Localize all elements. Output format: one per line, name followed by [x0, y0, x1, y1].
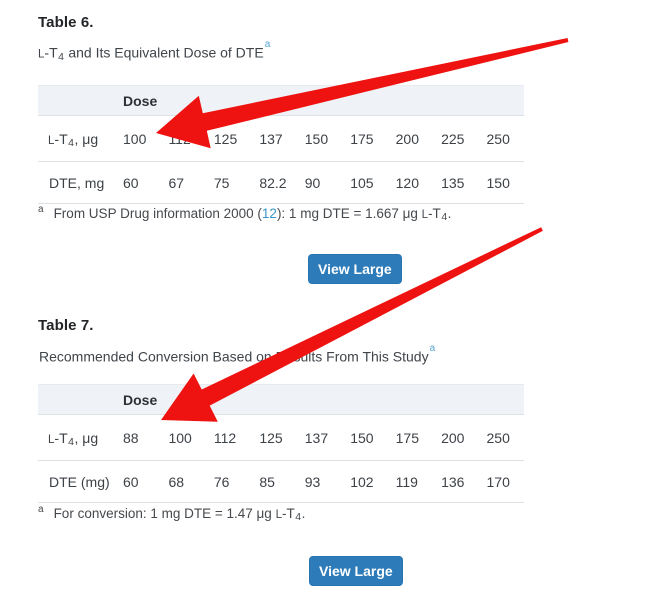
- table7-caption: Recommended Conversion Based on Results …: [38, 343, 435, 365]
- row-label-cell: DTE, mg: [49, 174, 105, 191]
- table6-lt4-row: L-T4, μg 100 112 125 137 150 175 200 225…: [38, 116, 524, 162]
- dose-value-cell: 93: [304, 473, 321, 490]
- dose-value-cell: 170: [486, 473, 510, 490]
- footnote-text: -T: [428, 206, 441, 221]
- table6-title: Table 6.: [38, 14, 94, 31]
- caption-subscript: 4: [58, 50, 64, 63]
- row-label-cell: L-T4, μg: [48, 130, 99, 149]
- row-label-cell: DTE (mg): [49, 473, 110, 490]
- caption-rest: and Its Equivalent Dose of DTE: [64, 44, 264, 61]
- footnote-subscript: 4: [441, 211, 448, 223]
- dose-value-cell: 105: [350, 174, 374, 191]
- dose-value-cell: 75: [213, 174, 230, 191]
- table6-header-row: Dose: [38, 85, 524, 116]
- table7-lt4-row: L-T4, μg 88 100 112 125 137 150 175 200 …: [38, 415, 524, 461]
- table6-dte-row: DTE, mg 60 67 75 82.2 90 105 120 135 150: [38, 162, 524, 204]
- table6-view-large-button[interactable]: View Large: [308, 254, 402, 284]
- dose-value-cell: 200: [395, 130, 419, 147]
- dose-value-cell: 68: [168, 473, 185, 490]
- footnote-mark: a: [38, 204, 44, 215]
- table7-title: Table 7.: [38, 317, 94, 334]
- dose-value-cell: 90: [304, 174, 321, 191]
- dose-value-cell: 150: [486, 174, 510, 191]
- dose-value-cell: 175: [350, 130, 374, 147]
- footnote-text: ): 1 mg DTE = 1.667 μg: [276, 206, 422, 221]
- table7-footnote: a For conversion: 1 mg DTE = 1.47 μg L-T4…: [38, 504, 538, 523]
- footnote-text: -T: [281, 506, 295, 521]
- dose-value-cell: 125: [259, 429, 283, 446]
- table7-view-large-button[interactable]: View Large: [309, 556, 403, 586]
- dose-value-cell: 85: [259, 473, 275, 490]
- caption-text: -T: [44, 44, 58, 61]
- dose-value-cell: 225: [441, 130, 465, 147]
- dose-value-cell: 82.2: [259, 174, 287, 191]
- footnote-text: From USP Drug information 2000 (: [53, 206, 262, 221]
- dose-value-cell: 150: [304, 130, 329, 147]
- header-empty-cell: [38, 86, 115, 116]
- table7-header-row: Dose: [38, 384, 524, 415]
- dose-column-header: Dose: [123, 92, 158, 109]
- table7-dose-table: Dose L-T4, μg 88 100 112 125 137 150 175…: [38, 384, 524, 503]
- dose-value-cell: 119: [395, 473, 418, 490]
- dose-value-cell: 60: [123, 174, 139, 191]
- footnote-text: .: [447, 206, 452, 221]
- caption-smallcap-l: L: [38, 48, 45, 61]
- dose-value-cell: 125: [213, 130, 238, 147]
- dose-value-cell: 200: [441, 429, 465, 446]
- table7-footnote-a-link[interactable]: a: [429, 343, 436, 354]
- dose-value-cell: 150: [350, 429, 374, 446]
- dose-value-cell: 88: [123, 429, 139, 446]
- dose-value-cell: 250: [486, 429, 510, 446]
- dose-value-cell: 250: [486, 130, 510, 147]
- footnote-smallcap-l: L: [421, 209, 429, 221]
- table7-dte-row: DTE (mg) 60 68 76 85 93 102 119 136 170: [38, 461, 524, 503]
- dose-value-cell: 100: [168, 429, 192, 446]
- dose-value-cell: 112: [213, 429, 237, 446]
- dose-value-cell: 100: [123, 130, 147, 147]
- dose-value-cell: 60: [123, 473, 139, 490]
- dose-value-cell: 135: [441, 174, 465, 191]
- table6-dose-table: Dose L-T4, μg 100 112 125 137 150 175 20…: [38, 85, 524, 204]
- dose-value-cell: 76: [213, 473, 230, 490]
- reference-12-link[interactable]: 12: [261, 206, 277, 221]
- dose-value-cell: 137: [304, 429, 329, 446]
- footnote-subscript: 4: [295, 511, 302, 523]
- header-empty-cell: [38, 385, 115, 415]
- table6-footnote-a-link[interactable]: a: [264, 39, 271, 50]
- dose-value-cell: 102: [350, 473, 374, 490]
- footnote-text: .: [301, 506, 306, 521]
- dose-value-cell: 136: [441, 473, 465, 490]
- caption-rest: Recommended Conversion Based on Results …: [39, 348, 429, 365]
- dose-value-cell: 137: [259, 130, 283, 147]
- row-label-cell: L-T4, μg: [48, 429, 99, 448]
- dose-value-cell: 112: [168, 130, 191, 147]
- table6-caption: L-T4 and Its Equivalent Dose of DTEa: [38, 39, 270, 63]
- footnote-smallcap-l: L: [275, 509, 282, 521]
- dose-value-cell: 67: [168, 174, 185, 191]
- footnote-mark: a: [38, 504, 44, 515]
- dose-value-cell: 120: [395, 174, 419, 191]
- table6-footnote: a From USP Drug information 2000 (12): 1 …: [38, 204, 538, 223]
- dose-column-header: Dose: [123, 391, 158, 408]
- dose-value-cell: 175: [395, 429, 419, 446]
- footnote-text: For conversion: 1 mg DTE = 1.47 μg: [53, 506, 276, 521]
